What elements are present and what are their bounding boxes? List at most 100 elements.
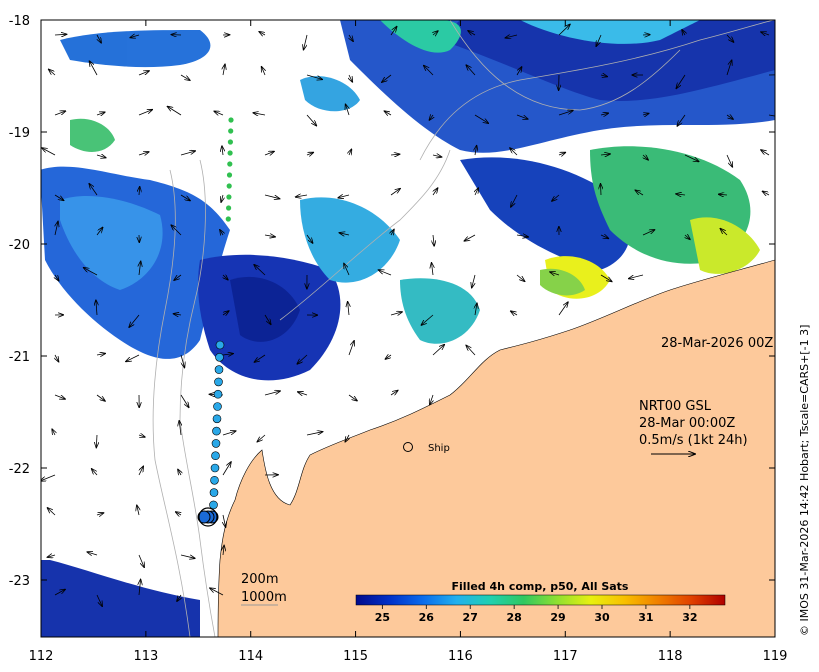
current-vector (139, 435, 145, 437)
current-vector (475, 303, 477, 316)
current-vector (139, 261, 141, 276)
current-vector (253, 113, 266, 115)
current-vector (475, 146, 477, 156)
current-vector (264, 151, 274, 155)
current-vector (684, 154, 699, 162)
ship-label: Ship (428, 443, 450, 454)
current-vector (464, 234, 476, 241)
current-vector (55, 222, 58, 236)
track-point (214, 377, 223, 387)
track-point (225, 216, 231, 222)
current-vector (677, 114, 686, 126)
current-vector (511, 311, 518, 315)
current-vector (55, 354, 59, 362)
colorbar-tick-label: 26 (419, 611, 435, 624)
current-vector (222, 462, 231, 476)
current-vector (516, 274, 525, 281)
current-vector (126, 354, 140, 362)
current-vector (130, 35, 140, 38)
current-vector (306, 234, 313, 243)
current-vector (54, 394, 65, 399)
plot-frame (40, 19, 776, 638)
current-vector (138, 71, 149, 76)
current-vector (345, 434, 349, 442)
current-vector (379, 270, 392, 276)
current-vector (726, 115, 733, 119)
current-vector (719, 194, 728, 195)
current-vector (421, 314, 434, 325)
current-vector (635, 190, 644, 196)
current-vector (516, 114, 528, 119)
track-point (212, 426, 221, 436)
glider-position (197, 510, 211, 524)
credit-text: © IMOS 31-Mar-2026 14:42 Hobart; Tscale=… (798, 325, 811, 636)
current-vector (596, 34, 602, 46)
current-vector (139, 580, 141, 596)
current-vector (222, 146, 223, 156)
contour-label-1000: 1000m (241, 590, 287, 605)
current-vector (474, 114, 488, 123)
current-vector (89, 184, 98, 196)
current-vector (432, 345, 444, 356)
track-point (227, 161, 233, 167)
current-vector (298, 392, 308, 395)
current-vector (84, 268, 98, 276)
current-vector (180, 354, 185, 368)
current-legend-line2: 28-Mar 00:00Z (639, 416, 735, 431)
current-vector (424, 66, 434, 76)
current-vector (550, 272, 560, 275)
track-point (215, 340, 225, 350)
current-vector (297, 354, 308, 364)
track-point (214, 365, 224, 374)
track-point (227, 150, 233, 156)
current-vector (254, 265, 266, 276)
current-vector (390, 312, 402, 315)
current-vector (516, 235, 528, 237)
track-point (227, 139, 233, 145)
current-vector (763, 191, 770, 195)
current-vector (600, 274, 612, 282)
current-vector (96, 434, 97, 448)
track-point (213, 389, 223, 399)
current-vector (221, 194, 223, 202)
current-vector (600, 235, 608, 238)
current-vector (138, 554, 144, 567)
y-tick-label: -19 (9, 126, 30, 141)
current-vector (296, 195, 308, 197)
current-vector (390, 154, 400, 155)
colorbar: Filled 4h comp, p50, All Sats 25 26 27 28 29… (355, 580, 726, 624)
current-vector (47, 508, 56, 516)
track-point (211, 451, 220, 461)
current-vector (223, 64, 225, 76)
current-vector (264, 235, 275, 237)
x-tick-label: 114 (238, 649, 263, 664)
current-vector (180, 554, 195, 558)
x-tick-label: 119 (763, 649, 788, 664)
colorbar-tick-label: 27 (463, 611, 478, 624)
current-vector (264, 194, 280, 199)
current-vector (429, 115, 433, 120)
current-vector (180, 394, 189, 407)
current-vector (726, 60, 732, 76)
current-vector (390, 189, 400, 196)
current-vector (129, 314, 140, 327)
current-vectors (41, 24, 775, 606)
current-vector (139, 187, 140, 196)
current-vector (600, 113, 608, 115)
current-vector (676, 194, 686, 195)
ship-marker (403, 442, 413, 452)
track-point (212, 414, 222, 424)
track-point (210, 475, 219, 485)
current-vector (720, 229, 728, 236)
current-vector (349, 34, 353, 41)
current-vector (96, 394, 105, 401)
current-vector (511, 194, 518, 207)
current-vector (433, 31, 438, 35)
y-tick-label: -23 (9, 574, 30, 589)
current-vector (171, 225, 182, 236)
x-tick-label: 112 (29, 649, 54, 664)
track-point (213, 402, 222, 411)
track-point (211, 439, 221, 448)
current-vector (222, 354, 233, 355)
